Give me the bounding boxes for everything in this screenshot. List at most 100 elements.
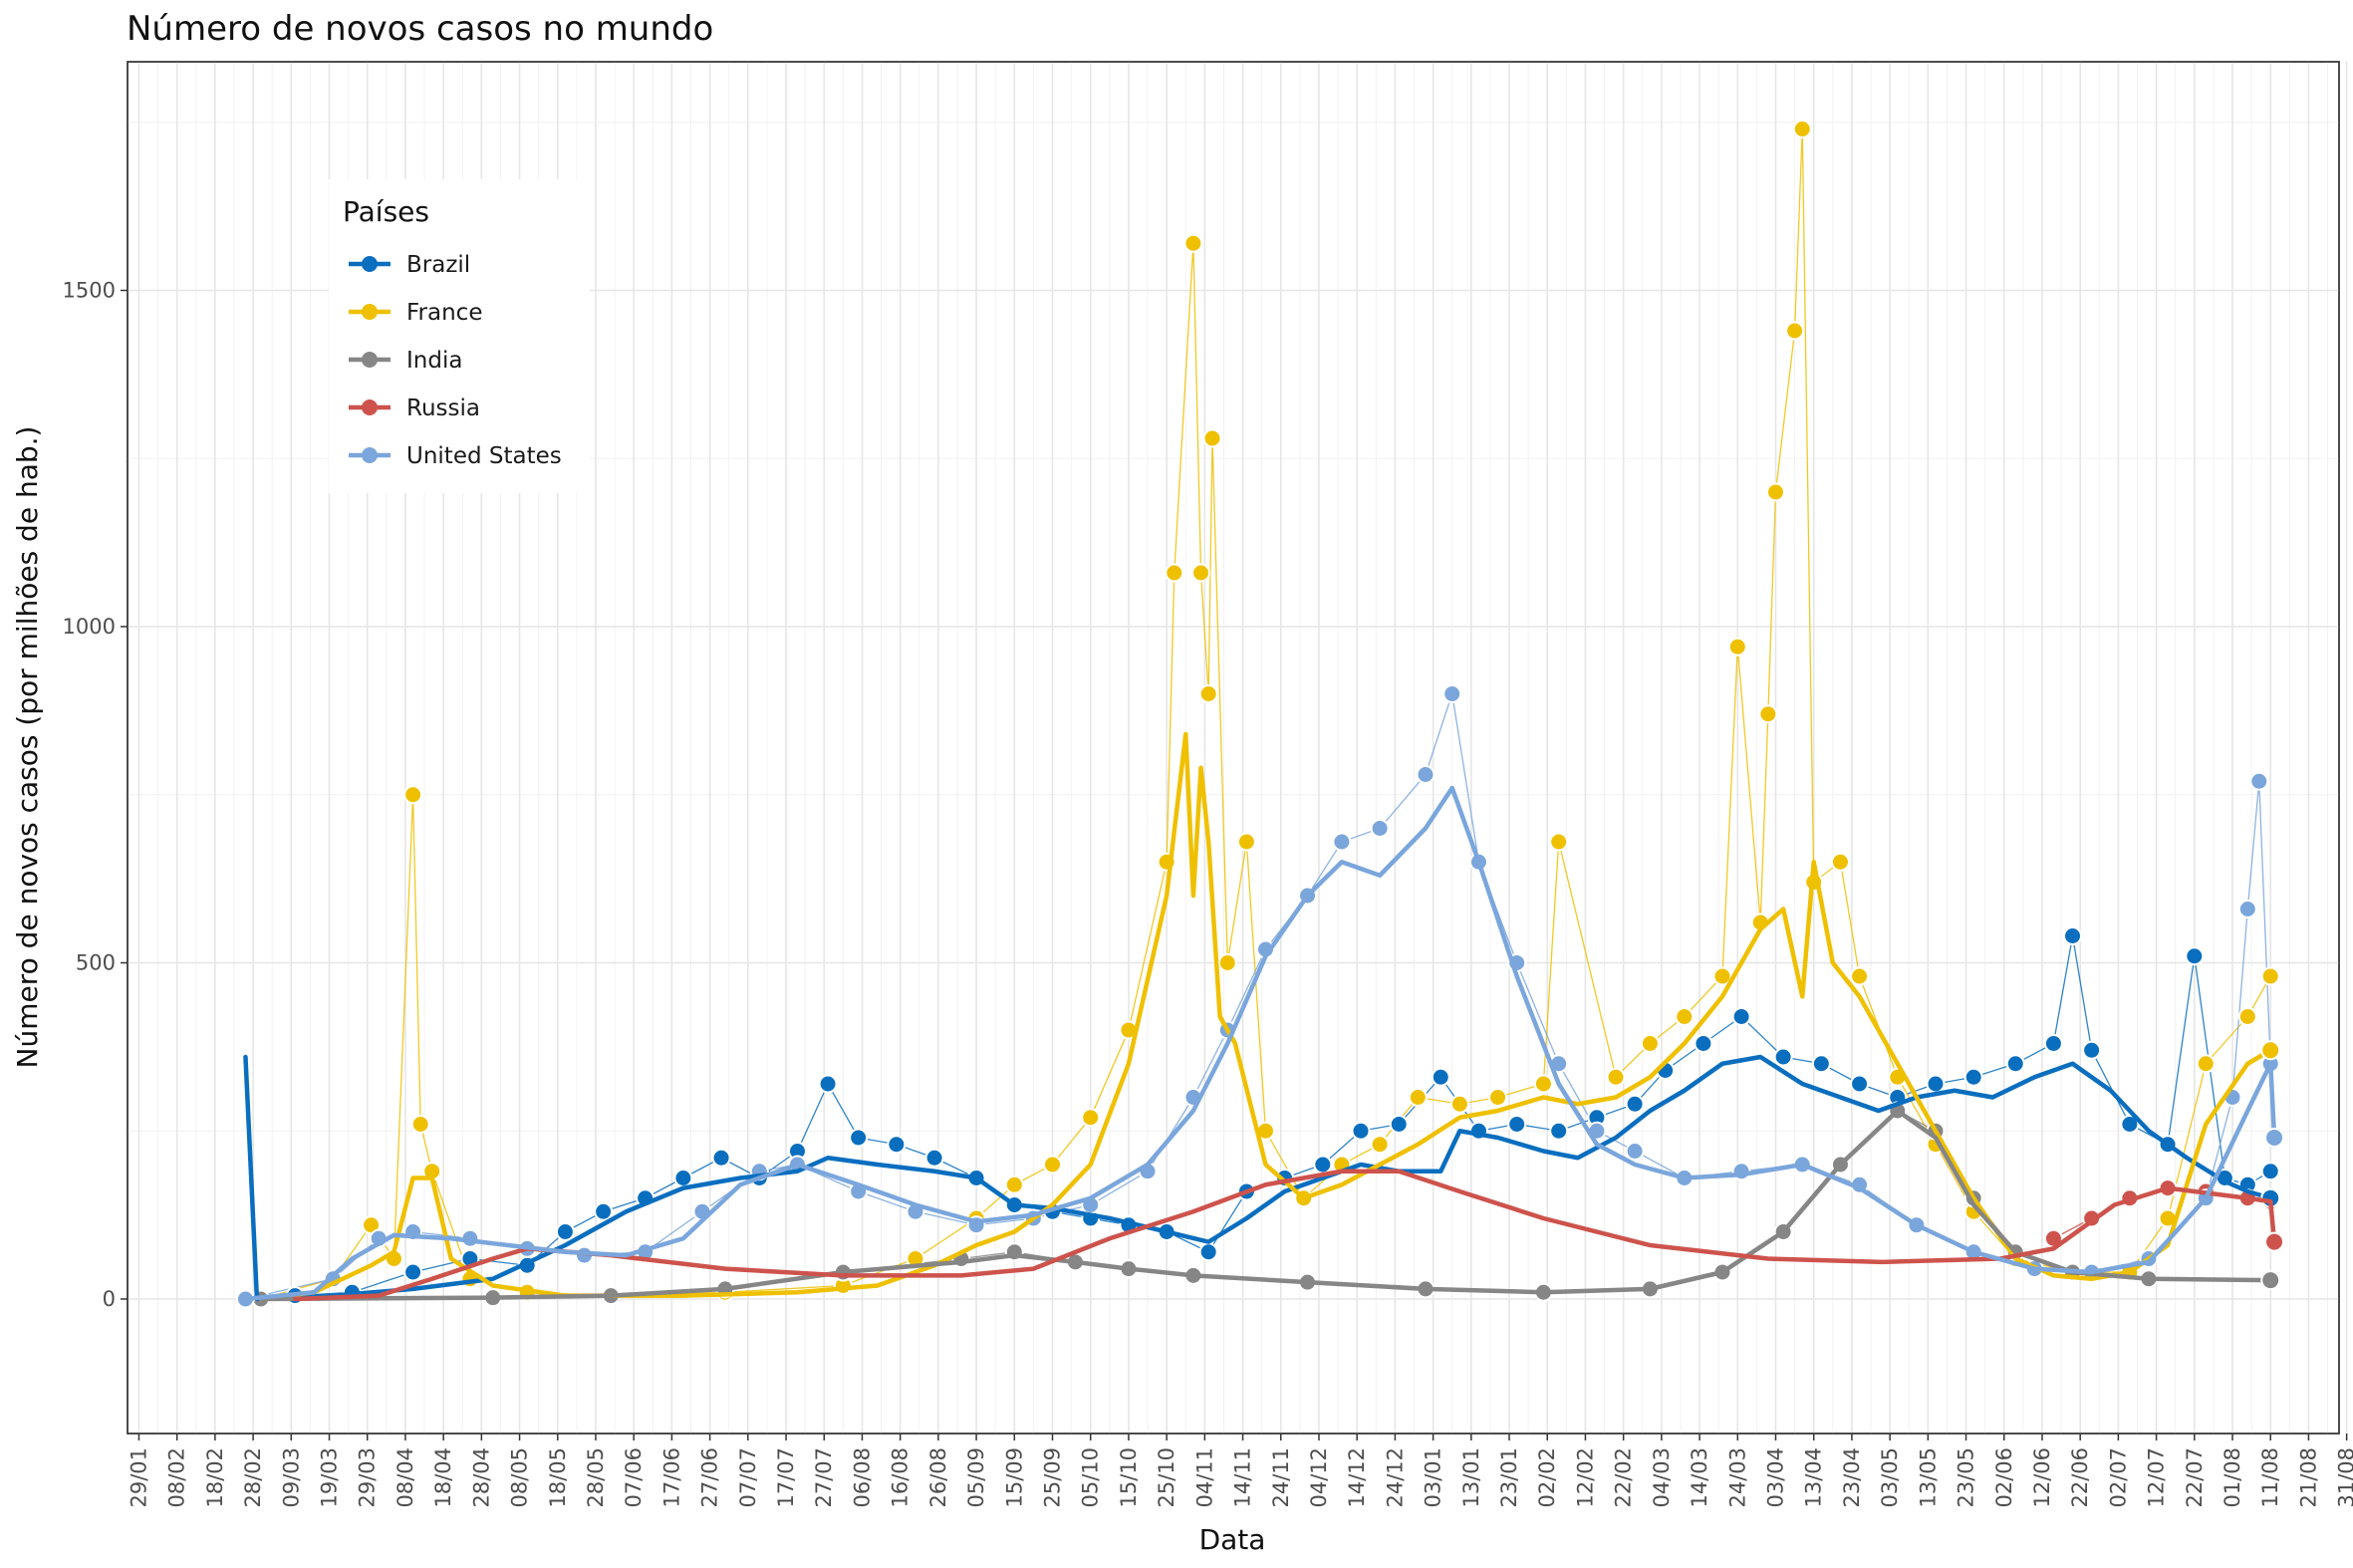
point-brazil [1773, 1047, 1793, 1067]
point-brazil [2063, 926, 2083, 945]
point-united-states [2249, 771, 2269, 791]
x-tick-label: 27/06 [698, 1447, 722, 1508]
y-tick-label: 500 [76, 951, 116, 975]
y-tick-label: 0 [103, 1287, 116, 1311]
point-france [1043, 1155, 1063, 1175]
point-france [1217, 953, 1237, 972]
y-tick-label: 1000 [63, 615, 116, 639]
legend-item-united-states: United States [349, 443, 562, 469]
x-tick-label: 27/07 [812, 1447, 836, 1508]
x-tick-label: 25/09 [1041, 1447, 1065, 1508]
legend-label: France [406, 300, 482, 326]
point-brazil [1811, 1054, 1831, 1074]
x-tick-label: 02/02 [1535, 1447, 1559, 1508]
x-tick-label: 18/05 [546, 1447, 570, 1508]
point-france [1191, 563, 1211, 583]
chart-title: Número de novos casos no mundo [127, 9, 713, 49]
x-tick-label: 21/08 [2296, 1447, 2320, 1508]
x-tick-label: 08/02 [165, 1447, 189, 1508]
x-tick-label: 25/10 [1155, 1447, 1178, 1508]
legend-key-dot [362, 352, 378, 368]
point-brazil [1731, 1007, 1751, 1026]
x-tick-label: 04/03 [1650, 1447, 1674, 1508]
legend-box [329, 179, 590, 493]
point-brazil [673, 1169, 693, 1187]
point-france [1004, 1175, 1024, 1194]
point-united-states [1625, 1142, 1645, 1161]
x-tick-label: 15/10 [1117, 1447, 1141, 1508]
x-axis: 29/01 08/02 18/02 28/02 09/03 19/03 29/03 08/04… [127, 1434, 2353, 1508]
point-united-states [1416, 765, 1436, 784]
legend-key-dot [362, 304, 378, 320]
point-france [1533, 1074, 1553, 1094]
x-tick-label: 12/02 [1573, 1447, 1597, 1508]
y-axis: 0 500 1000 1500 [63, 279, 128, 1311]
point-france [1606, 1067, 1626, 1087]
x-tick-label: 03/04 [1763, 1447, 1787, 1508]
x-tick-label: 08/05 [508, 1447, 532, 1508]
point-brazil [1549, 1121, 1569, 1141]
trend-line-brazil [243, 1054, 2273, 1302]
point-france [1236, 832, 1256, 852]
x-tick-label: 08/04 [393, 1447, 417, 1508]
point-brazil [1198, 1242, 1218, 1262]
point-brazil [1963, 1067, 1983, 1087]
point-france [410, 1115, 430, 1134]
end-point-russia [2264, 1231, 2285, 1252]
x-tick-label: 24/12 [1383, 1447, 1407, 1508]
plot-border [127, 61, 2340, 1435]
x-tick-label: 05/10 [1079, 1447, 1103, 1508]
point-france [1370, 1135, 1390, 1155]
point-france [1758, 704, 1778, 724]
point-france [1408, 1088, 1428, 1107]
legend-label: Russia [406, 395, 480, 421]
trend-line-france [258, 731, 2273, 1302]
point-brazil [594, 1201, 614, 1221]
point-france [1081, 1108, 1101, 1128]
point-france [2260, 966, 2280, 986]
point-france [403, 785, 423, 805]
x-axis-title: Data [1199, 1523, 1266, 1556]
legend-title: Países [343, 195, 429, 228]
x-tick-label: 07/06 [622, 1447, 646, 1508]
legend-key-dot [362, 256, 378, 272]
legend-label: India [406, 348, 462, 374]
point-brazil [2082, 1040, 2102, 1060]
x-tick-label: 22/06 [2068, 1447, 2092, 1508]
x-tick-label: 13/01 [1459, 1447, 1483, 1508]
point-united-states [2237, 900, 2257, 918]
legend-key-dot [362, 399, 378, 415]
x-tick-label: 28/05 [584, 1447, 608, 1508]
x-tick-label: 12/07 [2145, 1447, 2169, 1508]
x-tick-label: 22/07 [2183, 1447, 2207, 1508]
x-tick-label: 14/11 [1231, 1447, 1255, 1508]
point-france [1449, 1094, 1469, 1114]
legend-items: Brazil France India Russia United States [349, 252, 562, 469]
point-france [1727, 637, 1747, 656]
point-france [1549, 832, 1569, 852]
x-tick-label: 13/05 [1916, 1447, 1940, 1508]
point-brazil [2185, 946, 2205, 966]
point-france [1198, 684, 1218, 703]
point-france [1202, 428, 1222, 448]
legend-key-dot [362, 447, 378, 463]
series-trends [243, 731, 2285, 1302]
point-brazil [818, 1074, 838, 1094]
point-brazil [1625, 1094, 1645, 1114]
x-tick-label: 04/11 [1192, 1447, 1216, 1508]
x-tick-label: 28/04 [469, 1447, 493, 1508]
x-tick-label: 18/04 [431, 1447, 455, 1508]
point-france [1712, 966, 1732, 986]
point-brazil [2120, 1115, 2140, 1134]
point-brazil [403, 1262, 423, 1282]
x-tick-label: 03/05 [1878, 1447, 1902, 1508]
x-tick-label: 01/08 [2221, 1447, 2244, 1508]
x-tick-label: 19/03 [318, 1447, 342, 1508]
x-tick-label: 14/12 [1345, 1447, 1369, 1508]
x-tick-label: 17/06 [659, 1447, 683, 1508]
x-tick-label: 16/08 [889, 1447, 913, 1508]
x-tick-label: 18/02 [203, 1447, 227, 1508]
legend-label: United States [406, 443, 562, 469]
point-brazil [555, 1222, 575, 1241]
